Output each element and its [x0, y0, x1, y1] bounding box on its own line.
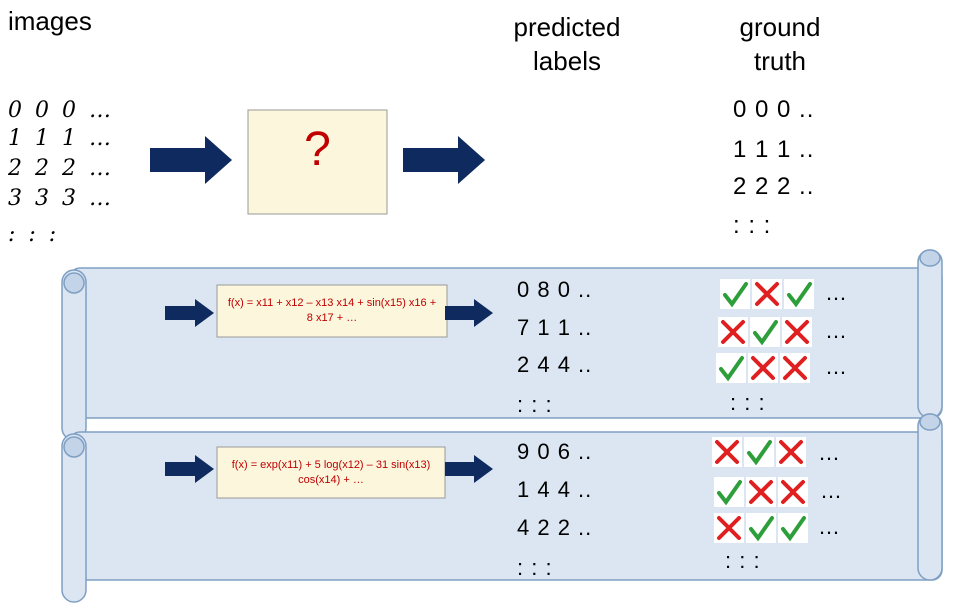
predicted-row: : : :	[517, 392, 553, 417]
cross-mark	[779, 440, 803, 464]
check-mark	[717, 480, 742, 506]
cross-mark	[749, 480, 773, 504]
image-row: : : :	[8, 222, 60, 247]
result-row: …	[818, 440, 841, 465]
cross-mark	[715, 440, 739, 464]
cross-mark	[783, 356, 807, 380]
images-header: images	[8, 6, 92, 36]
cross-mark	[751, 356, 775, 380]
predicted-header: predicted labels	[513, 12, 621, 76]
formula: f(x) = x11 + x12 – x13 x14 + sin(x15) x1…	[227, 297, 437, 324]
result-row: …	[825, 354, 848, 379]
ground-truth-row: 0 0 0 ..	[733, 96, 815, 123]
cross-mark	[781, 480, 805, 504]
ground-truth-row: 1 1 1 ..	[733, 136, 815, 163]
image-row: 1 1 1 …	[8, 126, 114, 151]
check-mark	[781, 516, 806, 542]
check-mark	[753, 320, 778, 346]
check-mark	[749, 516, 774, 542]
cross-mark	[755, 282, 779, 306]
result-row: …	[825, 280, 848, 305]
cross-mark	[717, 516, 741, 540]
predicted-row: 7 1 1 ..	[517, 315, 593, 340]
ground-truth-header: ground truth	[739, 12, 821, 76]
result-row: : : :	[725, 548, 761, 573]
predicted-row: 1 4 4 ..	[517, 477, 593, 502]
result-row: : : :	[730, 390, 766, 415]
arrows	[150, 136, 493, 483]
ground-truth-row: 2 2 2 ..	[733, 173, 815, 200]
check-mark	[747, 440, 772, 466]
model-box	[247, 109, 388, 215]
check-mark	[719, 356, 744, 382]
formula-box	[216, 446, 446, 499]
result-marks	[712, 279, 814, 543]
result-row: …	[820, 478, 843, 503]
predicted-row: 2 4 4 ..	[517, 352, 593, 377]
model-label: ?	[304, 123, 331, 176]
result-row: …	[818, 514, 841, 539]
cross-mark	[721, 320, 745, 344]
formula: f(x) = exp(x11) + 5 log(x12) – 31 sin(x1…	[231, 458, 431, 486]
image-row: 3 3 3 …	[8, 186, 114, 211]
ground-truth-row: : : :	[733, 212, 772, 239]
check-mark	[787, 282, 812, 308]
predicted-row: 0 8 0 ..	[517, 277, 593, 302]
predicted-row: 9 0 6 ..	[517, 439, 593, 464]
image-row: 0 0 0 …	[8, 98, 114, 123]
predicted-row: : : :	[517, 555, 553, 580]
predicted-row: 4 2 2 ..	[517, 515, 593, 540]
check-mark	[723, 282, 748, 308]
image-row: 2 2 2 …	[8, 156, 114, 181]
result-row: …	[825, 318, 848, 343]
cross-mark	[785, 320, 809, 344]
scroll-2	[61, 413, 943, 603]
